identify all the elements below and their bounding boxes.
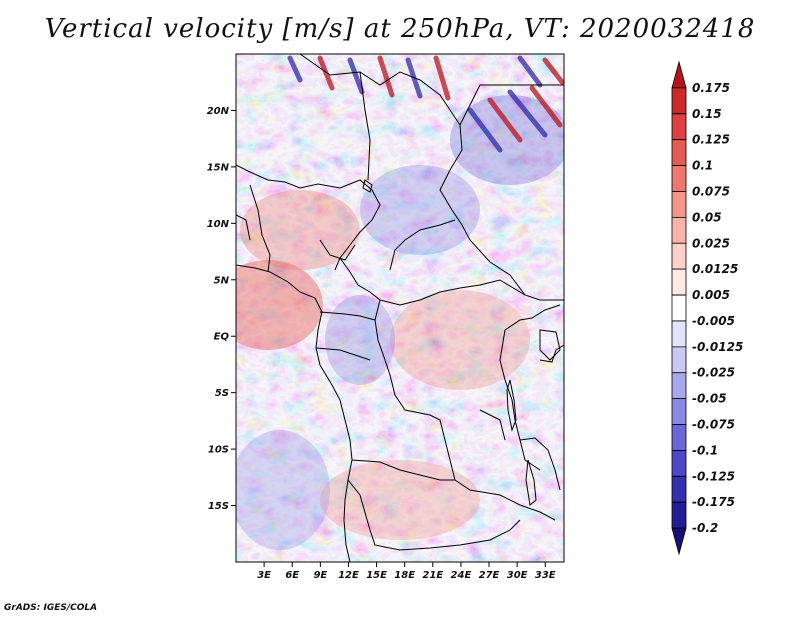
colorbar-label: 0.075 bbox=[692, 184, 730, 198]
field-region bbox=[360, 165, 480, 255]
colorbar-swatch bbox=[671, 320, 687, 348]
colorbar-swatch bbox=[671, 87, 687, 115]
colorbar-label: -0.1 bbox=[692, 443, 718, 457]
lat-tick-label: 5N bbox=[214, 275, 230, 286]
colorbar-label: -0.005 bbox=[692, 314, 735, 328]
colorbar-label: -0.075 bbox=[692, 418, 735, 432]
colorbar-swatch bbox=[671, 450, 687, 477]
colorbar-label: 0.1 bbox=[692, 159, 713, 173]
field-streaks bbox=[287, 55, 564, 153]
colorbar-label: 0.025 bbox=[692, 236, 730, 250]
colorbar-swatch bbox=[671, 242, 687, 270]
colorbar-label: 0.005 bbox=[692, 288, 730, 302]
colorbar-swatch bbox=[671, 139, 687, 166]
grads-credit: GrADS: IGES/COLA bbox=[4, 603, 98, 613]
lon-tick-label: 15E bbox=[366, 570, 387, 581]
colorbar-swatch bbox=[671, 60, 687, 89]
field-region bbox=[320, 460, 480, 540]
colorbar-swatch bbox=[671, 268, 687, 296]
colorbar-label: 0.05 bbox=[692, 210, 722, 224]
colorbar-label: -0.0125 bbox=[692, 340, 743, 354]
lat-tick-label: 15N bbox=[207, 162, 230, 173]
lon-tick-label: 33E bbox=[535, 570, 556, 581]
lat-tick-label: EQ bbox=[214, 332, 230, 343]
latitude-axis: 20N 15N 10N 5N EQ 5S 10S 15S bbox=[207, 106, 236, 512]
field-region bbox=[240, 190, 360, 270]
longitude-axis: 3E 6E 9E 12E 15E 18E 21E 24E 27E 30E 33E bbox=[257, 562, 556, 581]
field-region bbox=[325, 295, 395, 385]
lat-tick-label: 10S bbox=[208, 445, 229, 456]
field-region bbox=[390, 290, 530, 390]
colorbar-swatch bbox=[671, 424, 687, 451]
lat-tick-label: 15S bbox=[208, 501, 229, 512]
velocity-field bbox=[236, 54, 564, 562]
field-region bbox=[236, 430, 330, 550]
lon-tick-label: 18E bbox=[394, 570, 415, 581]
colorbar-swatch bbox=[671, 216, 687, 244]
lat-tick-label: 10N bbox=[207, 219, 230, 230]
chart-title: Vertical velocity [m/s] at 250hPa, VT: 2… bbox=[44, 14, 756, 44]
colorbar-label: -0.175 bbox=[692, 495, 735, 509]
country-borders bbox=[236, 54, 564, 562]
colorbar-swatch bbox=[671, 475, 687, 503]
lon-tick-label: 3E bbox=[257, 570, 271, 581]
colorbar-swatch bbox=[671, 113, 687, 141]
colorbar-label: -0.2 bbox=[692, 521, 718, 535]
field-region bbox=[236, 260, 323, 350]
colorbar-label: 0.175 bbox=[692, 81, 730, 95]
lon-tick-label: 27E bbox=[479, 570, 500, 581]
lon-tick-label: 21E bbox=[422, 570, 443, 581]
lon-tick-label: 9E bbox=[313, 570, 327, 581]
lakes bbox=[362, 179, 561, 506]
colorbar-swatch bbox=[671, 294, 687, 322]
lon-tick-label: 24E bbox=[451, 570, 472, 581]
colorbar-label: 0.0125 bbox=[692, 262, 738, 276]
colorbar-swatch bbox=[671, 346, 687, 374]
map-frame bbox=[235, 53, 565, 563]
colorbar-swatch bbox=[671, 501, 687, 529]
colorbar-label: 0.15 bbox=[692, 107, 722, 121]
colorbar: 0.175 0.15 0.125 0.1 0.075 0.05 0.025 0.0125 0.0… bbox=[671, 60, 743, 556]
colorbar-label: -0.025 bbox=[692, 366, 735, 380]
map-plot-area bbox=[236, 54, 564, 562]
colorbar-swatch bbox=[671, 372, 687, 400]
colorbar-swatch bbox=[671, 527, 687, 556]
lat-tick-label: 5S bbox=[215, 388, 229, 399]
colorbar-label: -0.05 bbox=[692, 392, 727, 406]
colorbar-label: 0.125 bbox=[692, 133, 730, 147]
colorbar-swatch bbox=[671, 165, 687, 192]
colorbar-label: -0.125 bbox=[692, 469, 735, 483]
colorbar-swatch bbox=[671, 398, 687, 425]
lat-tick-label: 20N bbox=[207, 106, 230, 117]
lon-tick-label: 30E bbox=[507, 570, 528, 581]
lon-tick-label: 6E bbox=[285, 570, 299, 581]
colorbar-swatch bbox=[671, 191, 687, 218]
lon-tick-label: 12E bbox=[338, 570, 359, 581]
